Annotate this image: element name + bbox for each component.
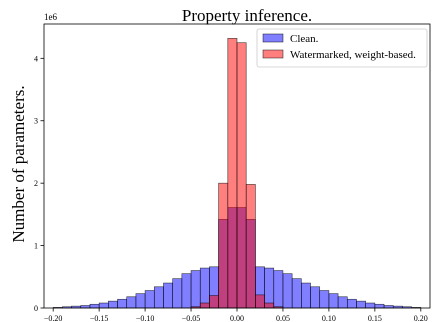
x-tick-label-5: 0.05	[276, 314, 290, 322]
bar-series-0-bin-30	[328, 293, 339, 309]
bar-series-0-bin-35	[374, 303, 385, 309]
bar-series-0-bin-8	[126, 296, 137, 309]
x-tick-label-0: −0.20	[44, 314, 63, 322]
legend: Clean. Watermarked, weight-based.	[256, 28, 428, 68]
bars-group	[52, 38, 422, 309]
bar-series-0-bin-33	[356, 300, 366, 309]
y-tick-label-0: 0	[34, 304, 38, 313]
x-tick-label-2: −0.10	[136, 314, 155, 322]
bar-series-0-bin-31	[337, 296, 348, 309]
bar-series-1-bin-22	[255, 294, 265, 309]
bar-series-0-bin-26	[291, 278, 302, 309]
bar-series-0-bin-6	[108, 300, 118, 309]
bar-series-0-bin-10	[144, 290, 155, 309]
bar-series-0-bin-4	[89, 303, 100, 309]
bar-series-0-bin-34	[365, 302, 376, 309]
y-tick-label-4: 4	[34, 54, 38, 63]
bar-series-1-bin-19	[227, 38, 238, 309]
bar-series-1-bin-23	[264, 302, 275, 309]
x-tick-label-6: 0.10	[322, 314, 336, 322]
x-tick-label-1: −0.15	[90, 314, 109, 322]
bar-series-0-bin-24	[273, 270, 284, 309]
bar-series-0-bin-32	[346, 298, 357, 309]
legend-swatch-0	[262, 33, 284, 43]
bar-series-0-bin-25	[282, 273, 293, 309]
bar-series-1-bin-16	[199, 302, 210, 309]
chart-title: Property inference.	[182, 6, 312, 25]
bar-series-1-bin-21	[245, 184, 256, 309]
x-tick-label-3: −0.05	[182, 314, 201, 322]
bar-series-0-bin-16	[199, 267, 210, 309]
bar-series-0-bin-12	[163, 282, 173, 309]
bar-series-0-bin-13	[172, 278, 183, 309]
y-offset-text: 1e6	[44, 12, 57, 22]
y-tick-label-1: 1	[34, 242, 38, 251]
bar-series-0-bin-14	[181, 273, 192, 309]
bar-series-0-bin-29	[319, 290, 330, 309]
bar-series-1-bin-17	[209, 295, 219, 309]
bar-series-0-bin-7	[117, 298, 128, 309]
legend-label-0: Clean.	[290, 33, 319, 45]
y-axis-label: Number of parameters.	[9, 85, 28, 242]
x-tick-label-4: 0.00	[230, 314, 244, 322]
legend-label-1: Watermarked, weight-based.	[290, 49, 416, 61]
y-tick-label-2: 2	[34, 179, 38, 188]
legend-swatch-1	[262, 49, 284, 59]
y-tick-label-3: 3	[34, 117, 38, 126]
bar-series-1-bin-20	[236, 42, 247, 309]
bar-series-1-bin-18	[218, 182, 229, 309]
x-tick-label-7: 0.15	[368, 314, 382, 322]
x-tick-label-8: 0.20	[414, 314, 428, 322]
bar-series-0-bin-23	[264, 267, 275, 309]
y-axis-ticks: 0 1 2 3 4	[34, 54, 44, 313]
bar-series-0-bin-11	[153, 286, 164, 309]
bar-series-0-bin-27	[301, 282, 311, 309]
bar-series-0-bin-5	[98, 302, 109, 309]
legend-box	[256, 28, 428, 68]
x-axis-ticks: −0.20 −0.15 −0.10 −0.05 0.00 0.05 0.10 0.15 0.20	[44, 308, 428, 322]
bar-series-0-bin-15	[190, 270, 201, 309]
bar-series-0-bin-28	[310, 286, 321, 309]
bar-series-0-bin-9	[135, 293, 146, 309]
